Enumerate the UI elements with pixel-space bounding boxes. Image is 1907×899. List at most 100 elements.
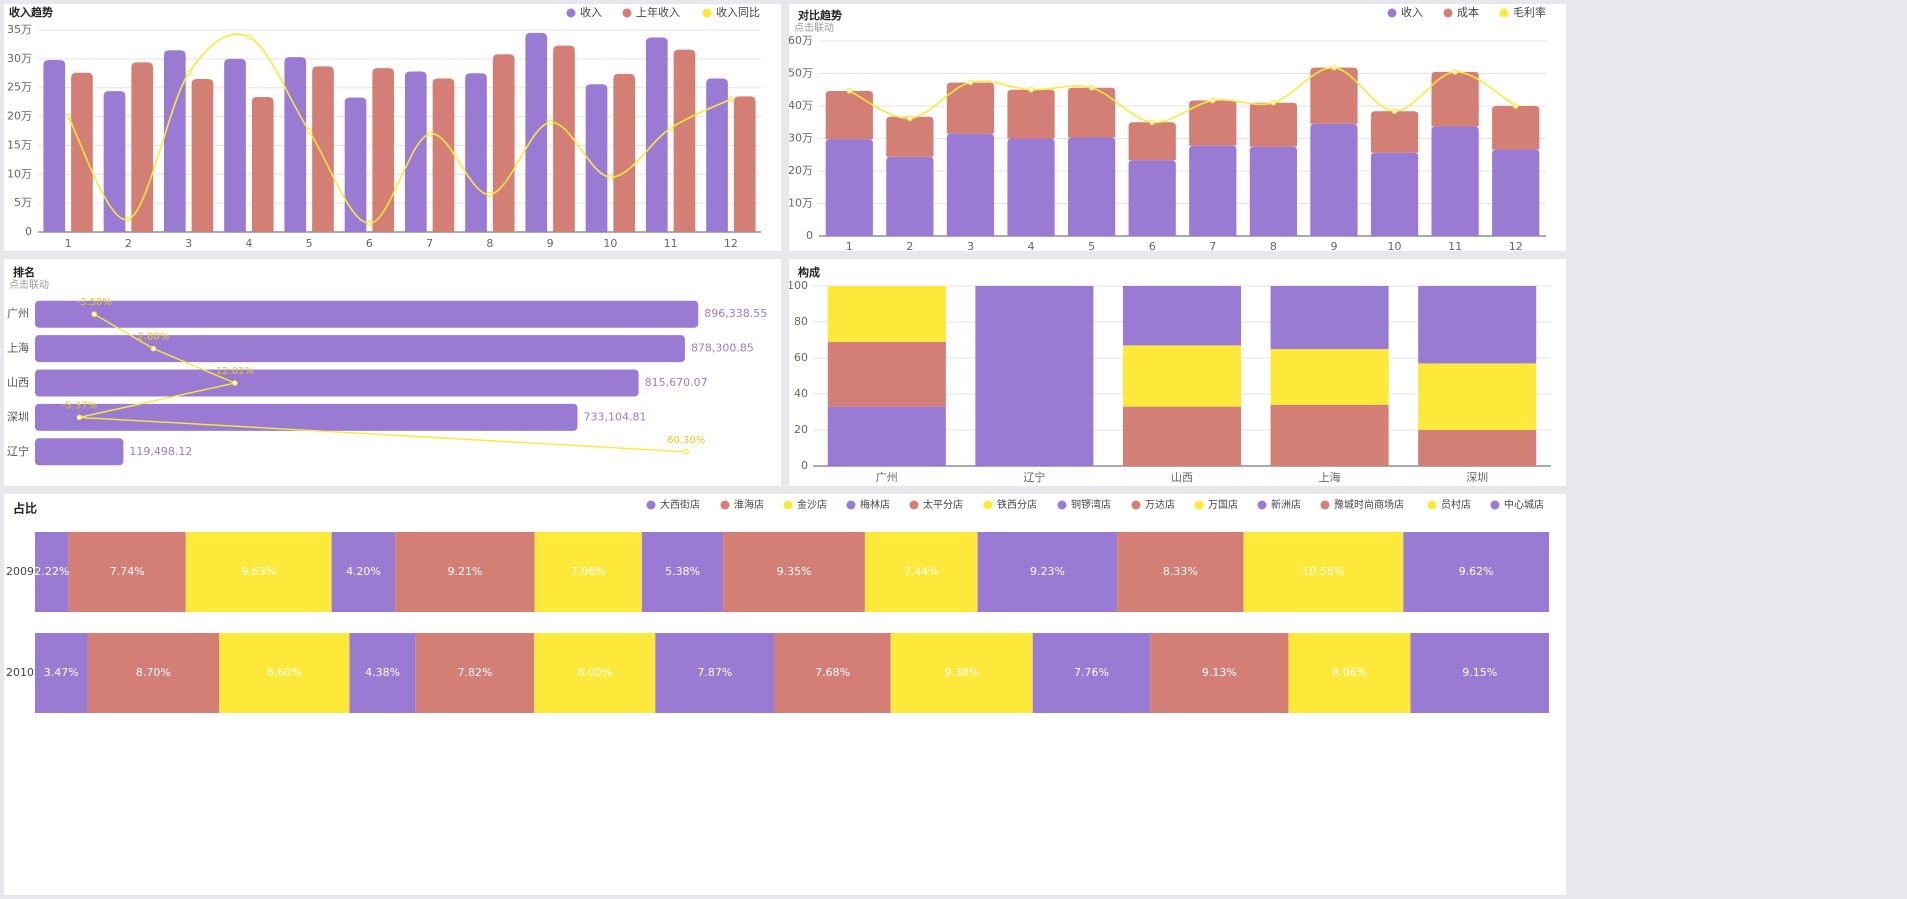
share-segment[interactable] (641, 532, 724, 612)
yoy-point[interactable] (185, 70, 192, 77)
margin-point[interactable] (1391, 108, 1398, 115)
share-segment[interactable] (1243, 532, 1404, 612)
prev-income-bar[interactable] (733, 96, 756, 232)
cost-bar[interactable] (1007, 89, 1055, 139)
share-legend-marker[interactable] (1057, 500, 1067, 510)
composition-segment[interactable] (1270, 404, 1389, 466)
share-segment[interactable] (87, 633, 220, 713)
share-legend-marker[interactable] (983, 500, 993, 510)
margin-point[interactable] (907, 115, 913, 122)
compare-trend-legend-marker[interactable] (1499, 8, 1509, 18)
share-segment[interactable] (68, 532, 186, 612)
share-segment[interactable] (331, 532, 396, 612)
cost-bar[interactable] (886, 116, 934, 157)
margin-point[interactable] (1028, 86, 1034, 93)
income-bar[interactable] (1249, 146, 1298, 236)
income-trend-legend-label[interactable]: 上年收入 (636, 5, 680, 19)
income-bar[interactable] (404, 71, 427, 232)
growth-point[interactable] (150, 345, 157, 352)
share-legend-label[interactable]: 万国店 (1208, 498, 1238, 511)
yoy-point[interactable] (487, 191, 493, 198)
margin-point[interactable] (1088, 85, 1095, 91)
share-segment[interactable] (1150, 633, 1289, 713)
prev-income-bar[interactable] (71, 72, 93, 232)
composition-segment[interactable] (827, 286, 946, 342)
composition-segment[interactable] (975, 286, 1094, 466)
income-bar[interactable] (645, 37, 668, 233)
share-legend-label[interactable]: 铜锣湾店 (1071, 498, 1111, 511)
income-trend-legend-label[interactable]: 收入 (580, 5, 602, 19)
ranking-bar[interactable] (35, 300, 699, 328)
income-bar[interactable] (825, 139, 873, 236)
income-bar[interactable] (224, 58, 246, 232)
share-legend-marker[interactable] (1257, 500, 1267, 510)
prev-income-bar[interactable] (673, 49, 696, 232)
income-bar[interactable] (1128, 160, 1176, 236)
growth-point[interactable] (683, 449, 690, 455)
compare-trend-legend-label[interactable]: 成本 (1457, 5, 1479, 19)
yoy-point[interactable] (125, 216, 132, 223)
share-legend-label[interactable]: 金沙店 (797, 498, 827, 511)
share-legend-marker[interactable] (783, 500, 793, 510)
compare-trend-legend-label[interactable]: 收入 (1401, 5, 1423, 19)
share-legend-label[interactable]: 太平分店 (923, 498, 963, 511)
yoy-point[interactable] (426, 131, 433, 137)
share-legend-label[interactable]: 新洲店 (1271, 498, 1301, 511)
income-bar[interactable] (284, 57, 307, 232)
share-segment[interactable] (655, 633, 775, 713)
cost-bar[interactable] (1067, 87, 1116, 138)
compare-trend-legend-marker[interactable] (1443, 8, 1453, 18)
share-segment[interactable] (534, 633, 656, 713)
yoy-point[interactable] (547, 119, 553, 126)
ranking-bar[interactable] (35, 403, 578, 431)
share-segment[interactable] (219, 633, 350, 713)
income-bar[interactable] (1492, 149, 1540, 236)
income-bar[interactable] (585, 84, 608, 232)
prev-income-bar[interactable] (191, 79, 214, 232)
income-bar[interactable] (886, 156, 934, 236)
prev-income-bar[interactable] (312, 66, 334, 232)
income-bar[interactable] (1189, 145, 1237, 236)
share-legend-label[interactable]: 万达店 (1145, 498, 1175, 511)
cost-bar[interactable] (825, 91, 873, 140)
income-bar[interactable] (163, 50, 186, 233)
share-segment[interactable] (415, 633, 535, 713)
growth-point[interactable] (91, 311, 98, 318)
share-segment[interactable] (1288, 633, 1411, 713)
share-segment[interactable] (534, 532, 642, 612)
compare-trend-legend-marker[interactable] (1387, 8, 1397, 18)
margin-point[interactable] (967, 79, 974, 86)
margin-point[interactable] (846, 87, 853, 94)
income-bar[interactable] (706, 78, 728, 232)
income-bar[interactable] (43, 60, 66, 232)
prev-income-bar[interactable] (492, 54, 515, 232)
prev-income-bar[interactable] (613, 73, 636, 232)
yoy-point[interactable] (728, 96, 734, 103)
share-segment[interactable] (890, 633, 1033, 713)
share-segment[interactable] (864, 532, 978, 612)
income-trend-legend-marker[interactable] (702, 8, 712, 18)
share-segment[interactable] (35, 532, 69, 612)
share-segment[interactable] (1403, 532, 1549, 612)
share-legend-label[interactable]: 豫城时尚商场店 (1334, 498, 1404, 511)
share-legend-marker[interactable] (1131, 500, 1141, 510)
compare-trend-legend-label[interactable]: 毛利率 (1513, 5, 1546, 19)
share-segment[interactable] (723, 532, 865, 612)
cost-bar[interactable] (1431, 71, 1479, 127)
yoy-point[interactable] (246, 34, 252, 40)
composition-segment[interactable] (1270, 349, 1389, 405)
prev-income-bar[interactable] (251, 96, 274, 232)
cost-bar[interactable] (1310, 67, 1358, 124)
share-segment[interactable] (1410, 633, 1549, 713)
share-legend-label[interactable]: 梅林店 (860, 498, 890, 511)
share-segment[interactable] (35, 633, 88, 713)
yoy-point[interactable] (306, 128, 312, 134)
prev-income-bar[interactable] (131, 62, 154, 232)
income-bar[interactable] (1370, 152, 1419, 236)
share-legend-marker[interactable] (646, 500, 656, 510)
share-segment[interactable] (774, 633, 891, 713)
share-legend-label[interactable]: 员村店 (1441, 498, 1471, 511)
ranking-bar[interactable] (35, 335, 685, 363)
share-segment[interactable] (349, 633, 416, 713)
share-legend-label[interactable]: 铁西分店 (997, 498, 1037, 511)
